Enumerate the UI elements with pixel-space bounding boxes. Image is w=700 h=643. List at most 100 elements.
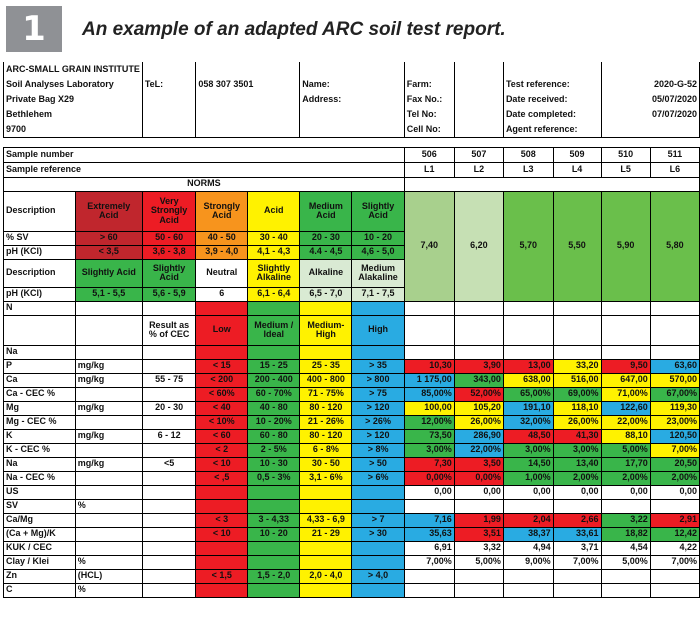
norms-title: NORMS	[3, 176, 405, 192]
band-medium-high: 80 - 120	[299, 428, 353, 444]
sample-value: 3,90	[453, 358, 504, 374]
info-ref-label: Test reference:	[502, 77, 602, 92]
nutrient-cec	[141, 582, 197, 598]
sample-ph-value: 5,90	[600, 190, 651, 302]
band-high: > 120	[351, 400, 405, 416]
nutrient-cec	[141, 568, 197, 584]
sample-blank	[403, 314, 455, 346]
info-client-label	[299, 107, 405, 122]
band-medium	[247, 344, 301, 360]
band-low: < 40	[195, 400, 249, 416]
alk-ph: 6,5 - 7,0	[299, 286, 353, 302]
band-header: Low	[195, 314, 249, 346]
sample-value	[502, 344, 554, 360]
band-medium: 200 - 400	[247, 372, 301, 388]
band-high	[351, 484, 405, 500]
sample-ph-value: 5,50	[552, 190, 602, 302]
sample-value: 4,94	[502, 540, 554, 556]
info-farm-value	[453, 107, 504, 122]
sample-value: 22,00%	[600, 414, 651, 430]
sample-value	[403, 568, 455, 584]
band-medium	[247, 540, 301, 556]
sample-value: 71,00%	[600, 386, 651, 402]
alk-description: Neutral	[195, 258, 249, 288]
sample-value	[600, 498, 651, 514]
band-medium-high: 400 - 800	[299, 372, 353, 388]
sample-value	[552, 344, 602, 360]
band-high: > 6%	[351, 470, 405, 486]
alk-description: Slightly Acid	[74, 258, 143, 288]
band-medium-high: 21 - 26%	[299, 414, 353, 430]
sample-value: 65,00%	[502, 386, 554, 402]
band-medium: 15 - 25	[247, 358, 301, 374]
sample-value: 26,00%	[453, 414, 504, 430]
acid-ph: 4,1 - 4,3	[247, 244, 301, 260]
band-medium: 3 - 4,33	[247, 512, 301, 528]
sample-reference-label: Sample reference	[3, 161, 405, 178]
acid-sv: 20 - 30	[299, 230, 353, 246]
sample-value	[600, 344, 651, 360]
info-client-label: Name:	[299, 77, 405, 92]
band-medium-high	[299, 540, 353, 556]
band-low: < 60	[195, 428, 249, 444]
sample-value: 41,30	[552, 428, 602, 444]
sample-number: 509	[552, 146, 602, 163]
sample-value: 0,00%	[453, 470, 504, 486]
alk-ph: 7,1 - 7,5	[351, 286, 405, 302]
nutrient-cec	[141, 554, 197, 570]
sample-value: 33,20	[552, 358, 602, 374]
band-low: < ,5	[195, 470, 249, 486]
sample-value	[649, 498, 700, 514]
sample-value: 516,00	[552, 372, 602, 388]
acid-description: Slightly Acid	[351, 190, 405, 232]
nutrient-unit	[74, 442, 143, 458]
info-ref-label: Agent reference:	[502, 122, 602, 138]
info-client-label	[299, 122, 405, 138]
figure-number-badge: 1	[6, 6, 62, 52]
sample-value: 10,30	[403, 358, 455, 374]
nutrient-name: KUK / CEC	[3, 540, 76, 556]
band-medium	[247, 300, 301, 316]
band-low: < 200	[195, 372, 249, 388]
sample-value: 7,30	[403, 456, 455, 472]
sample-value: 73,50	[403, 428, 455, 444]
info-tel-label	[141, 122, 197, 138]
sample-value: 13,40	[552, 456, 602, 472]
sample-value: 33,61	[552, 526, 602, 542]
spacer	[4, 137, 700, 147]
acid-ph: < 3,5	[74, 244, 143, 260]
nutrient-unit	[74, 526, 143, 542]
sample-value: 0,00	[453, 484, 504, 500]
sample-value: 12,00%	[403, 414, 455, 430]
nutrient-cec	[141, 512, 197, 528]
sample-blank	[453, 314, 504, 346]
sample-value: 52,00%	[453, 386, 504, 402]
info-farm-label	[403, 62, 455, 77]
sample-value	[649, 344, 700, 360]
band-medium-high	[299, 484, 353, 500]
band-medium-high: 25 - 35	[299, 358, 353, 374]
info-lab-name: Private Bag X29	[3, 92, 143, 107]
nutrient-unit	[74, 386, 143, 402]
info-farm-label: Fax No.:	[403, 92, 455, 107]
sample-value: 20,50	[649, 456, 700, 472]
nutrient-cec: 20 - 30	[141, 400, 197, 416]
nutrient-unit: mg/kg	[74, 400, 143, 416]
sample-value: 4,22	[649, 540, 700, 556]
acid-sv: 40 - 50	[195, 230, 249, 246]
sample-value: 3,32	[453, 540, 504, 556]
sample-value: 122,60	[600, 400, 651, 416]
sample-reference: L3	[502, 161, 554, 178]
figure-title: An example of an adapted ARC soil test r…	[82, 19, 506, 40]
nutrient-name: Ca/Mg	[3, 512, 76, 528]
nutrient-cec	[141, 484, 197, 500]
band-medium	[247, 582, 301, 598]
info-tel-value	[195, 107, 301, 122]
band-high: > 120	[351, 428, 405, 444]
nutrient-cec	[141, 344, 197, 360]
alk-description: Alkaline	[299, 258, 353, 288]
band-low: < 1,5	[195, 568, 249, 584]
band-high: > 30	[351, 526, 405, 542]
info-client-label	[299, 62, 405, 77]
sample-value	[453, 498, 504, 514]
